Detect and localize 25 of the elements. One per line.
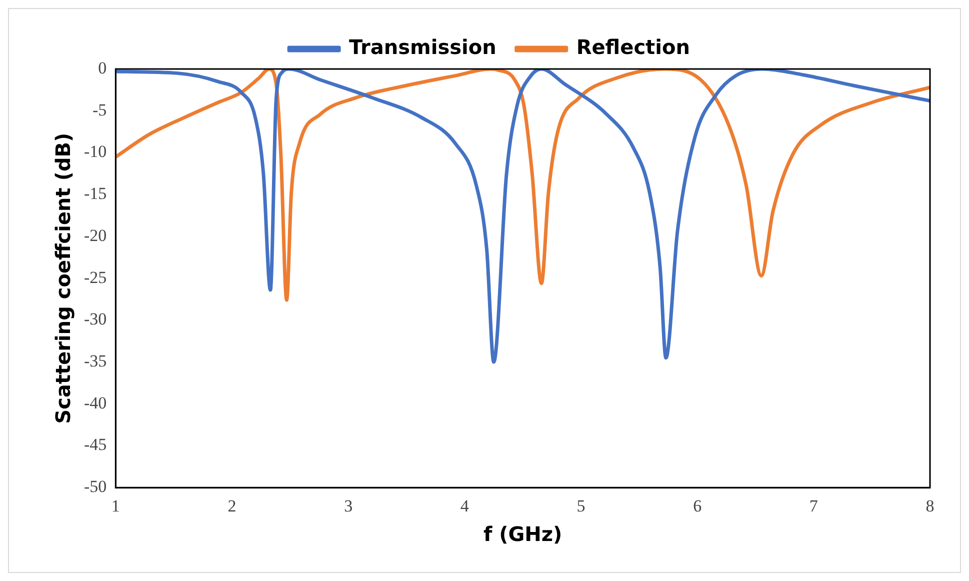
- line-series: [116, 69, 930, 302]
- y-tick-label: -45: [84, 435, 107, 454]
- x-tick-label: 3: [344, 496, 353, 516]
- y-tick-label: -35: [84, 351, 107, 370]
- x-axis-title: f (GHz): [483, 522, 562, 546]
- x-tick-label: 2: [228, 496, 236, 516]
- x-tick-label: 4: [460, 496, 470, 516]
- x-tick-label: 1: [111, 496, 120, 516]
- y-axis-title: Scattering coeffcient (dB): [51, 132, 76, 424]
- y-tick-label: -50: [84, 477, 107, 496]
- legend-label: Transmission: [349, 35, 496, 60]
- y-tick-label: -30: [84, 310, 107, 329]
- y-tick-label: -5: [92, 100, 107, 120]
- x-tick-label: 5: [576, 496, 586, 516]
- x-tick-label: 6: [693, 496, 702, 516]
- y-tick-label: -25: [84, 268, 107, 287]
- line-series: [116, 69, 930, 364]
- y-tick-label: -15: [84, 184, 107, 204]
- x-tick-label: 8: [926, 496, 934, 516]
- y-tick-label: -20: [84, 226, 107, 245]
- y-tick-label: 0: [98, 58, 107, 78]
- y-tick-label: -40: [84, 393, 107, 412]
- x-tick-label: 7: [809, 496, 818, 516]
- y-tick-label: -10: [84, 142, 107, 162]
- legend-label: Reflection: [576, 35, 690, 60]
